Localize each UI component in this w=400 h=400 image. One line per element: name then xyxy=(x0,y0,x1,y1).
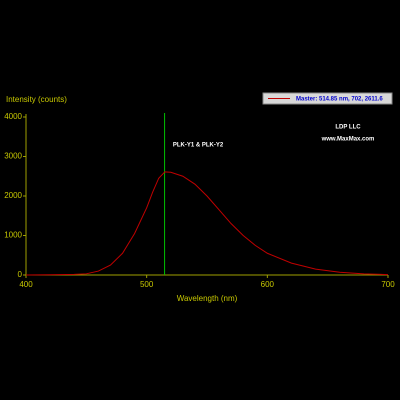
y-tick-label: 3000 xyxy=(4,152,22,161)
legend-entry: Master: 514.85 nm, 702, 2611.6 xyxy=(296,97,383,103)
y-tick-label: 1000 xyxy=(4,231,22,240)
annotation: LDP LLC xyxy=(335,125,361,131)
y-axis-label: Intensity (counts) xyxy=(6,95,67,104)
y-tick-label: 2000 xyxy=(4,191,22,200)
x-tick-label: 400 xyxy=(19,280,33,289)
annotation: www.MaxMax.com xyxy=(321,137,375,143)
x-axis-label: Wavelength (nm) xyxy=(177,294,238,303)
y-tick-label: 0 xyxy=(18,270,23,279)
x-tick-label: 600 xyxy=(261,280,275,289)
series-line xyxy=(25,171,389,276)
annotation: PLK-Y1 & PLK-Y2 xyxy=(173,143,224,149)
x-tick-label: 700 xyxy=(381,280,395,289)
y-tick-label: 4000 xyxy=(4,112,22,121)
legend-box xyxy=(262,92,393,105)
x-tick-label: 500 xyxy=(140,280,154,289)
